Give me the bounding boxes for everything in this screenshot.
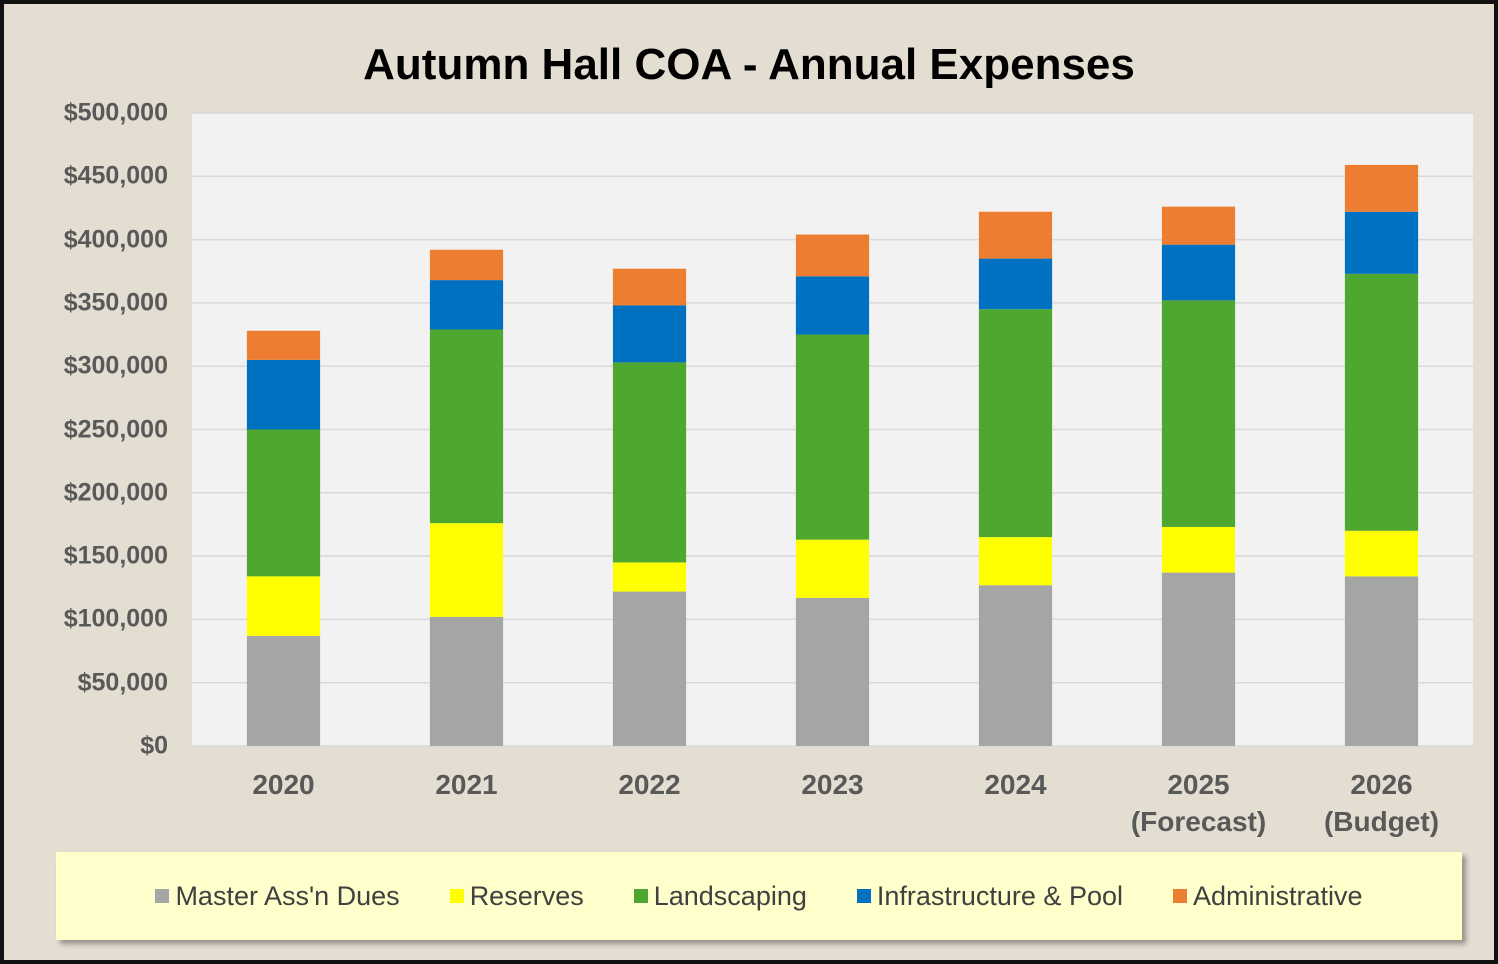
bar-segment	[978, 537, 1053, 586]
y-tick-label: $350,000	[63, 288, 168, 317]
bar-segment	[978, 585, 1053, 746]
bar-segment	[429, 329, 504, 524]
bar-segment	[612, 562, 687, 592]
legend-label: Landscaping	[653, 880, 807, 911]
x-tick-label: 2025 (Forecast)	[1130, 769, 1267, 837]
y-tick-label: $100,000	[63, 604, 168, 633]
bar-segment	[1161, 244, 1236, 301]
x-tick-label: 2023	[801, 769, 864, 800]
bar-segment	[429, 280, 504, 330]
bar-segment	[1161, 526, 1236, 573]
bar-segment	[612, 268, 687, 306]
y-tick-label: $200,000	[63, 478, 168, 507]
bar-segment	[795, 276, 870, 335]
bar-segment	[1344, 211, 1419, 274]
bar-segment	[795, 234, 870, 277]
y-tick-label: $500,000	[63, 98, 168, 127]
bar-segment	[246, 429, 321, 577]
bar-segment	[246, 635, 321, 746]
bar-segment	[612, 362, 687, 563]
y-tick-label: $400,000	[63, 225, 168, 254]
bar-segment	[429, 523, 504, 617]
y-tick-label: $450,000	[63, 161, 168, 190]
legend-swatch	[155, 889, 170, 903]
legend-swatch	[1173, 889, 1187, 903]
bar-segment	[246, 330, 321, 360]
legend-entry: Administrative	[1173, 881, 1363, 912]
bar-segment	[246, 359, 321, 430]
bar-segment	[1344, 164, 1419, 212]
legend: Master Ass'n Dues Reserves Landscaping Infr…	[56, 852, 1462, 940]
x-tick-label: 2020	[252, 769, 315, 800]
y-tick-label: $250,000	[63, 415, 168, 443]
bar-segment	[1344, 576, 1419, 746]
legend-label: Administrative	[1193, 880, 1363, 911]
bar-segment	[795, 334, 870, 540]
bar-segment	[795, 597, 870, 746]
bar-segment	[1161, 300, 1236, 527]
bar-segment	[429, 616, 504, 746]
bar-segment	[246, 576, 321, 636]
legend-label: Master Ass'n Dues	[175, 880, 400, 911]
legend-label: Infrastructure & Pool	[876, 880, 1123, 911]
legend-entry: Master Ass'n Dues	[155, 880, 400, 912]
y-tick-label: $300,000	[63, 351, 168, 380]
bar-segment	[795, 539, 870, 598]
legend-entry: Landscaping	[633, 880, 807, 912]
y-tick-label: $50,000	[77, 668, 168, 697]
x-tick-label: 2024	[984, 769, 1047, 800]
x-tick-label: 2026 (Budget)	[1323, 769, 1440, 837]
bar-segment	[978, 309, 1053, 538]
x-tick-label: 2022	[618, 769, 681, 800]
bar-segment	[1344, 530, 1419, 577]
bar-segment	[612, 305, 687, 363]
legend-entry: Infrastructure & Pool	[856, 880, 1123, 912]
legend-label: Reserves	[469, 880, 584, 911]
bar-segment	[978, 258, 1053, 310]
bar-segment	[1161, 572, 1236, 746]
legend-swatch	[449, 889, 464, 903]
chart-title: Autumn Hall COA - Annual Expenses	[363, 40, 1135, 89]
y-tick-label: $150,000	[63, 541, 168, 570]
bar-segment	[978, 211, 1053, 259]
legend-entry: Reserves	[449, 880, 584, 912]
y-tick-label: $0	[140, 731, 168, 760]
bar-segment	[1344, 273, 1419, 531]
bar-segment	[1161, 206, 1236, 245]
legend-swatch	[633, 889, 648, 903]
legend-swatch	[856, 889, 871, 903]
bar-segment	[429, 249, 504, 281]
bar-segment	[612, 591, 687, 746]
x-tick-label: 2021	[435, 769, 498, 800]
